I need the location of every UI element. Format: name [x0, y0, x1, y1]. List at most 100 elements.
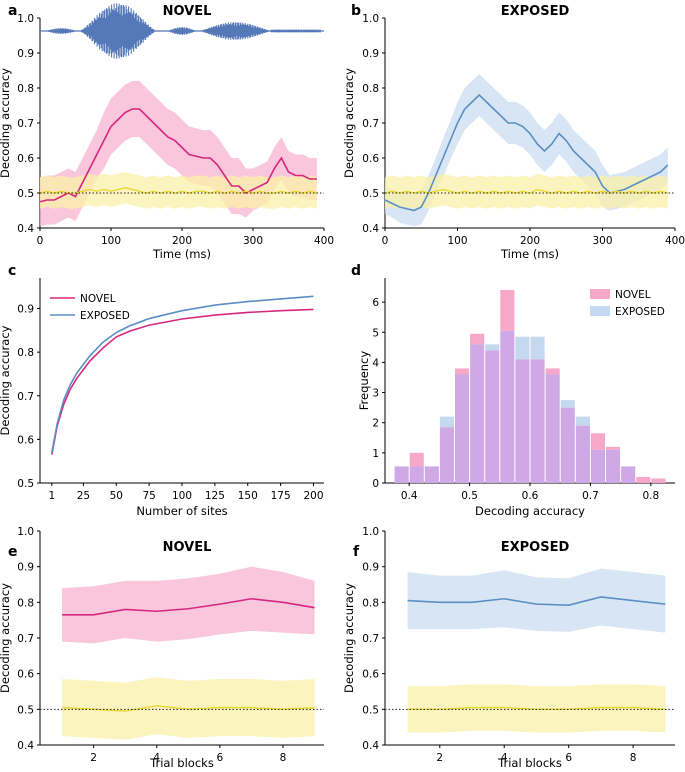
- y-tick-label: 0.9: [17, 48, 34, 60]
- hist-bar-overlap: [545, 374, 560, 483]
- band-chance: [407, 684, 666, 733]
- y-tick-label: 1: [372, 448, 379, 460]
- x-tick-label: 0.6: [522, 490, 539, 502]
- hist-bar-overlap: [500, 330, 515, 483]
- band-chance: [62, 677, 315, 740]
- panel-label: c: [8, 263, 16, 279]
- hist-bar-novel: [590, 433, 606, 450]
- series-line-chance: [384, 188, 668, 194]
- y-tick-label: 0.7: [17, 391, 34, 403]
- x-tick-label: 50: [110, 490, 123, 502]
- x-tick-label: 100: [172, 490, 192, 502]
- hist-bar-exposed: [515, 336, 530, 360]
- legend: NOVEL EXPOSED: [590, 289, 665, 318]
- y-tick-label: 3: [372, 388, 379, 400]
- y-tick-label: 0.8: [17, 83, 34, 95]
- series-line-novel: [39, 108, 317, 203]
- x-axis-label: Time (ms): [500, 247, 559, 261]
- panel-title: EXPOSED: [501, 540, 570, 555]
- hist-bar-novel: [470, 333, 485, 345]
- stimulus-waveform: [40, 3, 324, 59]
- x-tick-label: 100: [101, 235, 121, 247]
- x-tick-label: 0.7: [582, 490, 599, 502]
- y-tick-label: 0.6: [362, 153, 379, 165]
- y-tick-label: 0.4: [17, 740, 34, 752]
- x-tick-label: 200: [172, 235, 192, 247]
- y-tick-label: 2: [372, 418, 379, 430]
- y-axis-label: Decoding accuracy: [0, 325, 12, 435]
- x-axis-label: Trial blocks: [149, 756, 214, 770]
- y-tick-label: 0.7: [17, 633, 34, 645]
- y-tick-label: 0.8: [362, 83, 379, 95]
- y-tick-label: 0: [372, 478, 379, 490]
- panel-f: f EXPOSED 0.4 0.5 0.6 0.7 0.8 0.9 1.0 2 4 6 8 Trial b…: [342, 526, 675, 770]
- hist-bar-overlap: [409, 466, 424, 483]
- series-line-exposed: [407, 596, 666, 606]
- x-tick-label: 175: [271, 490, 291, 502]
- hist-bar-overlap: [424, 466, 439, 483]
- hist-bar-novel: [454, 368, 470, 375]
- hist-bar-overlap: [530, 359, 545, 483]
- y-tick-label: 0.6: [17, 434, 34, 446]
- legend-label: NOVEL: [80, 293, 116, 305]
- x-tick-label: 1: [48, 490, 55, 502]
- band-novel: [62, 566, 315, 644]
- y-tick-label: 0.6: [17, 669, 34, 681]
- y-tick-label: 0.5: [17, 704, 34, 716]
- y-tick-label: 0.8: [362, 597, 379, 609]
- panel-label: f: [353, 544, 360, 560]
- hist-bar-exposed: [575, 416, 590, 426]
- x-tick-label: 100: [447, 235, 467, 247]
- x-tick-label: 300: [592, 235, 612, 247]
- x-tick-label: 150: [238, 490, 258, 502]
- x-tick-label: 300: [243, 235, 263, 247]
- legend-label: NOVEL: [615, 289, 651, 301]
- y-tick-label: 0.7: [17, 118, 34, 130]
- panel-e: e NOVEL 0.4 0.5 0.6 0.7 0.8 0.9 1.0 2 4 6 8 Trial blo…: [0, 526, 324, 770]
- y-axis-label: Decoding accuracy: [342, 583, 356, 693]
- panel-d: d 0 1 2 3 4 5 6 0.4 0.5 0.6 0.7 0.8 Decoding accuracy…: [351, 263, 675, 518]
- hist-bar-novel: [500, 290, 515, 331]
- hist-bar-exposed: [560, 400, 575, 408]
- hist-bar-overlap: [394, 466, 409, 483]
- panel-label: d: [351, 263, 361, 279]
- hist-bar-overlap: [575, 425, 590, 483]
- y-tick-label: 1.0: [362, 526, 379, 538]
- x-tick-label: 0: [37, 235, 44, 247]
- x-tick-label: 400: [314, 235, 334, 247]
- hist-bar-overlap: [621, 466, 636, 483]
- hist-bar-novel: [409, 452, 424, 467]
- hist-bar-overlap: [515, 359, 530, 483]
- hist-bar-overlap: [454, 374, 470, 483]
- legend-swatch-exposed: [590, 306, 610, 316]
- x-tick-label: 200: [520, 235, 540, 247]
- x-axis-label: Number of sites: [136, 504, 227, 518]
- x-tick-label: 75: [142, 490, 155, 502]
- y-tick-label: 0.8: [17, 347, 34, 359]
- y-tick-label: 0.9: [362, 562, 379, 574]
- x-tick-label: 4: [501, 752, 508, 764]
- x-tick-label: 4: [153, 752, 160, 764]
- hist-bar-novel: [651, 478, 666, 483]
- hist-bar-novel: [606, 446, 621, 450]
- x-tick-label: 0.4: [401, 490, 418, 502]
- y-tick-label: 0.9: [362, 48, 379, 60]
- series-line-chance: [39, 187, 318, 194]
- panel-title: EXPOSED: [501, 4, 570, 19]
- series-line-exposed: [51, 295, 314, 453]
- hist-bar-exposed: [439, 416, 454, 428]
- hist-bar-overlap: [485, 350, 500, 483]
- x-tick-label: 200: [303, 490, 323, 502]
- hist-bar-exposed: [485, 344, 500, 351]
- hist-bar-novel: [545, 368, 560, 375]
- legend-swatch-novel: [590, 289, 610, 299]
- y-tick-label: 1.0: [17, 526, 34, 538]
- panel-a: a NOVEL 0.4 0.5 0.6 0.7 0.8 0.9 1.0 0 100 200 300 400…: [0, 3, 334, 261]
- y-axis-label: Frequency: [357, 351, 371, 411]
- x-tick-label: 6: [217, 752, 224, 764]
- y-tick-label: 0.8: [17, 597, 34, 609]
- x-tick-label: 0: [382, 235, 389, 247]
- hist-bar-novel: [636, 476, 651, 483]
- x-axis-label: Trial blocks: [497, 756, 562, 770]
- panel-title: NOVEL: [163, 4, 212, 19]
